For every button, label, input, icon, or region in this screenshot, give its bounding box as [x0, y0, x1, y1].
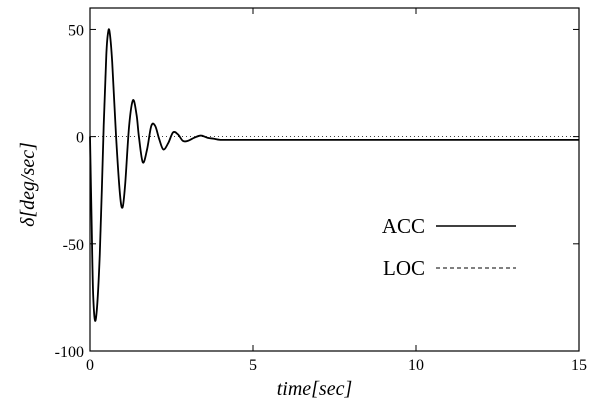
y-axis-label: δ̇[deg/sec] — [17, 142, 39, 227]
legend-label-acc: ACC — [382, 214, 425, 238]
x-tick-label: 10 — [408, 357, 424, 374]
y-tick-label: 50 — [68, 22, 84, 39]
x-tick-label: 15 — [571, 357, 587, 374]
y-tick-label: -100 — [55, 344, 84, 361]
x-tick-label: 5 — [249, 357, 257, 374]
x-tick-label: 0 — [86, 357, 94, 374]
series-line-acc — [89, 28, 579, 322]
series-line-loc — [89, 28, 579, 322]
y-tick-label: -50 — [63, 237, 84, 254]
legend-label-loc: LOC — [383, 256, 425, 280]
y-tick-label: 0 — [76, 130, 84, 147]
x-axis-label: time[sec] — [277, 378, 353, 400]
plot-frame — [89, 7, 580, 352]
